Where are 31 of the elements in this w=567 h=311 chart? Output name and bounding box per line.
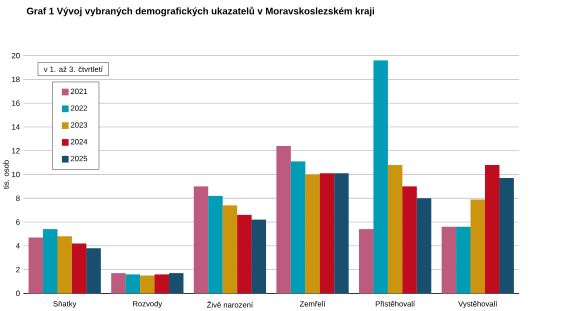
bar: [169, 273, 184, 294]
bar: [334, 173, 349, 294]
bar: [484, 164, 500, 294]
bar: [208, 196, 223, 294]
bar: [276, 146, 291, 294]
bar: [86, 248, 101, 294]
bar: [388, 164, 402, 294]
bar: [111, 273, 126, 294]
bar: [290, 161, 306, 294]
bar: [140, 275, 155, 294]
bar: [252, 220, 266, 294]
bar: [222, 205, 238, 294]
bar: [43, 229, 58, 294]
bar: [499, 178, 514, 294]
bar: [194, 186, 208, 294]
bar: [373, 60, 388, 294]
bar: [154, 274, 170, 294]
bar: [456, 226, 471, 294]
bar: [126, 274, 140, 294]
bar: [72, 243, 86, 294]
chart-title: Graf 1 Vývoj vybraných demografických ukazatelů v Moravskoslezském kraji: [26, 6, 374, 16]
bar: [28, 237, 44, 294]
bar: [470, 199, 485, 294]
bar: [402, 186, 417, 294]
bar: [416, 198, 432, 294]
bar: [442, 226, 456, 294]
bar: [57, 236, 72, 294]
bar: [305, 174, 320, 294]
bar: [359, 229, 374, 294]
bar: [320, 173, 334, 294]
bar: [237, 214, 252, 294]
